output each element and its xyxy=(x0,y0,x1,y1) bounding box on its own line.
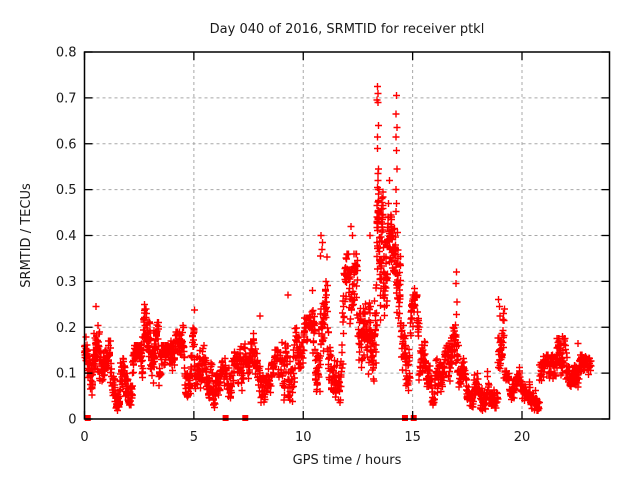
gridlines xyxy=(84,52,610,419)
y-tick-label: 0.6 xyxy=(56,137,77,152)
zero-value-points-layer xyxy=(84,415,417,421)
zero-data-point xyxy=(242,415,249,421)
y-tick-label: 0.4 xyxy=(56,229,77,244)
y-tick-label: 0 xyxy=(68,413,76,428)
y-tick-label: 0.1 xyxy=(56,367,77,382)
zero-data-point xyxy=(84,415,91,421)
y-tick-label: 0.8 xyxy=(56,46,77,61)
x-tick-label: 5 xyxy=(190,430,198,445)
axis-ticks xyxy=(83,51,610,420)
x-tick-label: 0 xyxy=(80,430,88,445)
x-tick-label: 20 xyxy=(514,430,531,445)
y-tick-label: 0.7 xyxy=(56,91,77,106)
zero-data-point xyxy=(410,415,417,421)
y-axis-label: SRMTID / TECUs xyxy=(19,183,34,288)
chart-title: Day 040 of 2016, SRMTID for receiver ptk… xyxy=(210,22,485,37)
x-tick-label: 10 xyxy=(295,430,312,445)
tick-labels: 0 5 10 15 20 0 0.1 0.2 0.3 0.4 0.5 0.6 0.7 0.8 xyxy=(56,46,530,446)
zero-data-point xyxy=(222,415,229,421)
y-tick-label: 0.3 xyxy=(56,275,77,290)
x-axis-label: GPS time / hours xyxy=(293,453,402,468)
zero-data-point xyxy=(401,415,408,421)
y-tick-label: 0.5 xyxy=(56,183,77,198)
y-tick-label: 0.2 xyxy=(56,321,77,336)
x-tick-label: 15 xyxy=(404,430,421,445)
